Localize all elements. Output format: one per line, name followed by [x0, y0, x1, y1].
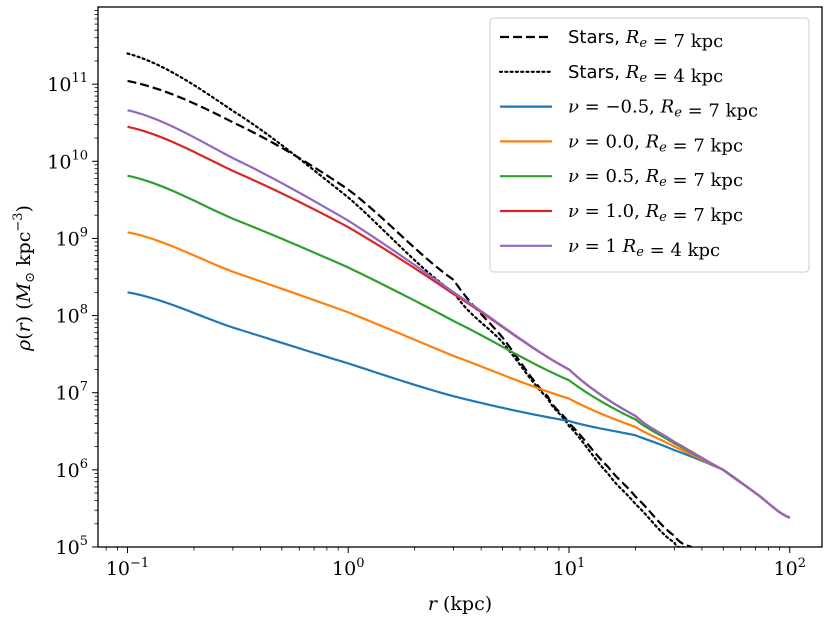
series-line-7: [127, 109, 791, 519]
legend: Stars, Re = 7 kpc Stars, Re = 4 kpc ν = −0…: [489, 17, 810, 273]
x-tick-label: 101: [553, 556, 585, 580]
y-tick-label: 107: [56, 380, 88, 405]
plot-frame: [97, 6, 823, 548]
x-tick-label: 10−1: [106, 556, 149, 580]
x-axis-label: r (kpc): [428, 593, 492, 615]
legend-label-2: Stars, Re = 4 kpc: [568, 62, 723, 87]
x-tick-label: 102: [774, 556, 806, 580]
legend-label-4: ν = 0.0, Re = 7 kpc: [568, 131, 743, 156]
legend-label-5: ν = 0.5, Re = 7 kpc: [568, 166, 743, 191]
series-line-1: [127, 79, 693, 547]
y-tick-label: 106: [56, 457, 88, 482]
y-tick-label: 1011: [47, 71, 88, 96]
y-axis-label: ρ(r) (M⊙ kpc−3): [11, 205, 38, 352]
series-layer: [126, 52, 791, 547]
ticks-layer: 10−1 100 101 102 105 106 107 108 109 1010 1011: [47, 10, 806, 580]
legend-box: [489, 17, 810, 273]
y-tick-label: 109: [56, 225, 88, 250]
y-tick-label: 105: [56, 534, 88, 559]
legend-label-6: ν = 1.0, Re = 7 kpc: [568, 201, 743, 226]
x-tick-label: 100: [332, 556, 364, 580]
series-line-2: [126, 52, 685, 547]
legend-label-3: ν = −0.5, Re = 7 kpc: [568, 97, 758, 122]
y-tick-label: 1010: [47, 148, 88, 173]
legend-label-1: Stars, Re = 7 kpc: [568, 27, 723, 52]
legend-label-7: ν = 1 Re = 4 kpc: [568, 236, 720, 261]
y-tick-label: 108: [56, 303, 88, 328]
